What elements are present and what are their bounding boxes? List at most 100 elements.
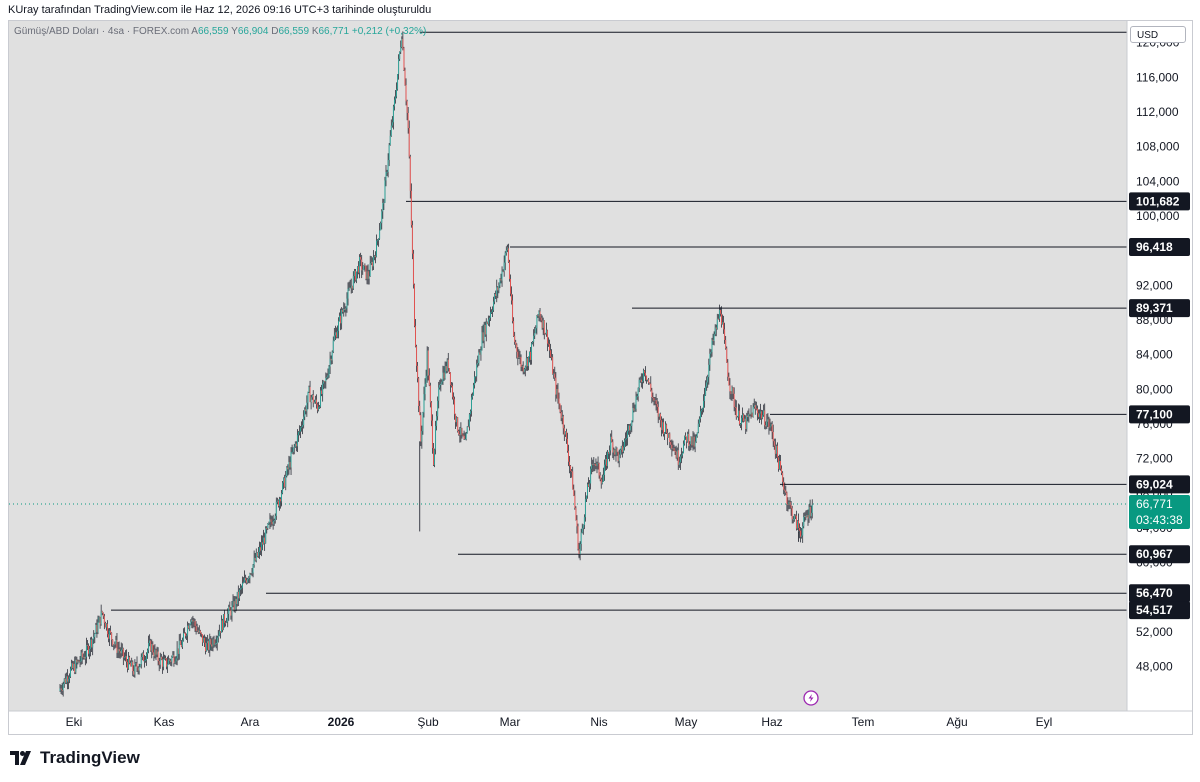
- candle-body: [593, 463, 595, 465]
- candle-body: [768, 419, 770, 428]
- candle-body: [252, 564, 254, 573]
- price-tick-label: 80,000: [1136, 382, 1173, 396]
- candle-body: [696, 432, 698, 437]
- open-value: 66,559: [197, 26, 229, 37]
- candle-body: [177, 648, 179, 654]
- candle-body: [722, 322, 723, 325]
- candle-body: [659, 413, 661, 421]
- candle-body: [476, 364, 478, 377]
- candle-body: [491, 311, 492, 313]
- candle-body: [467, 426, 469, 428]
- candle-body: [787, 503, 789, 505]
- candle-body: [620, 446, 622, 450]
- candle-body: [328, 366, 330, 376]
- currency-button[interactable]: USD: [1130, 26, 1186, 43]
- lightning-icon[interactable]: [803, 690, 819, 706]
- time-axis[interactable]: Eki Kas Ara 2026 Şub Mar Nis May Haz Tem Ağu Eyl: [66, 715, 1053, 729]
- candle-body: [362, 269, 364, 271]
- candle-body: [349, 287, 351, 289]
- candle-body: [535, 328, 537, 334]
- candle-body: [496, 287, 498, 296]
- low-label: D: [271, 26, 279, 37]
- candle-body: [644, 370, 645, 373]
- candle-body: [81, 652, 83, 658]
- candle-body: [459, 434, 461, 436]
- time-tick-label: May: [675, 715, 698, 729]
- candle-body: [204, 637, 205, 643]
- candle-body: [250, 573, 252, 575]
- current-price-label: 66,771: [1136, 497, 1173, 511]
- candle-body: [442, 372, 444, 382]
- candle-body: [327, 375, 329, 378]
- candle-body: [710, 351, 712, 354]
- candle-body: [640, 379, 642, 383]
- candle-body: [301, 426, 303, 428]
- candle-body: [464, 439, 466, 440]
- candle-body: [379, 230, 381, 239]
- candle-body: [71, 663, 73, 669]
- candle-body: [708, 364, 710, 378]
- candle-body: [214, 643, 216, 645]
- candle-body: [591, 464, 593, 469]
- countdown-label: 03:43:38: [1136, 513, 1183, 527]
- close-value: 66,771: [318, 26, 350, 37]
- candle-body: [253, 557, 255, 565]
- candle-body: [168, 659, 170, 665]
- candle-body: [573, 489, 575, 496]
- candle-body: [206, 643, 208, 652]
- candle-body: [675, 451, 677, 458]
- candle-body: [604, 458, 606, 465]
- candle-body: [408, 128, 410, 157]
- candle-body: [424, 383, 426, 395]
- candle-body: [524, 366, 526, 370]
- candle-body: [439, 384, 441, 388]
- candle-body: [809, 506, 811, 517]
- candle-body: [363, 265, 365, 270]
- candle-body: [158, 660, 160, 665]
- candle-body: [635, 396, 637, 409]
- candle-body: [70, 668, 71, 677]
- candle-body: [352, 276, 354, 289]
- candle-body: [247, 579, 249, 583]
- candle-body: [314, 399, 316, 402]
- candle-body: [751, 412, 753, 417]
- candle-body: [630, 425, 632, 431]
- candle-body: [86, 644, 88, 646]
- price-chart[interactable]: 48,00052,00056,00060,00064,00068,00072,0…: [8, 20, 1193, 735]
- candle-body: [608, 452, 610, 454]
- candle-body: [229, 607, 231, 610]
- candle-body: [249, 573, 251, 579]
- candle-body: [389, 135, 391, 145]
- candle-body: [121, 648, 123, 650]
- candle-body: [93, 636, 95, 640]
- candle-body: [297, 432, 299, 436]
- candle-body: [532, 341, 534, 344]
- candle-body: [721, 313, 722, 325]
- candle-body: [706, 382, 708, 387]
- candle-body: [381, 211, 383, 224]
- candle-body: [689, 444, 691, 446]
- candle-body: [105, 623, 107, 628]
- candle-body: [760, 411, 761, 414]
- candle-body: [251, 572, 253, 574]
- candle-body: [549, 344, 550, 351]
- candle-body: [458, 431, 460, 435]
- candle-body: [370, 261, 372, 264]
- candle-body: [771, 424, 773, 433]
- candle-body: [315, 399, 317, 405]
- candle-body: [447, 359, 449, 369]
- candle-body: [182, 632, 184, 641]
- candle-body: [347, 289, 349, 299]
- candle-body: [148, 643, 150, 651]
- candle-body: [189, 624, 191, 629]
- candle-body: [667, 432, 669, 438]
- candle-body: [723, 322, 725, 330]
- candle-body: [276, 500, 278, 502]
- candle-body: [288, 462, 290, 470]
- candle-body: [745, 418, 747, 430]
- candle-body: [383, 202, 385, 204]
- price-axis[interactable]: 48,00052,00056,00060,00064,00068,00072,0…: [1136, 36, 1180, 674]
- candle-body: [472, 395, 473, 398]
- candle-body: [516, 344, 518, 352]
- candle-body: [478, 352, 480, 364]
